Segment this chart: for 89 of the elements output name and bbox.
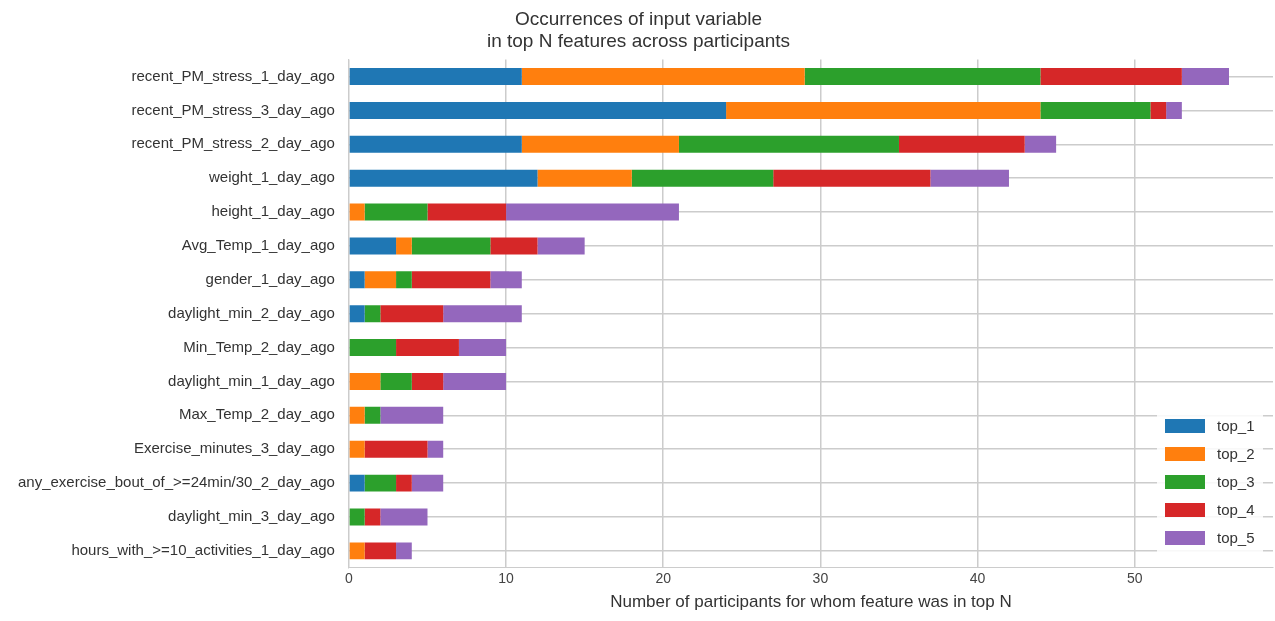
bar [396,339,459,357]
legend-label: top_2 [1217,445,1255,463]
bar [726,101,1041,119]
bar [364,474,397,492]
x-tick-label: 40 [969,570,986,587]
bar [380,372,412,390]
bar [411,474,444,492]
y-tick-label: gender_1_day_ago [205,269,335,287]
x-tick-label: 50 [1126,570,1143,587]
bar [349,508,365,526]
legend-label: top_1 [1217,417,1255,435]
y-tick-label: Exercise_minutes_3_day_ago [133,439,335,457]
x-axis-title: Number of participants for whom feature was in top N [610,592,1012,612]
bar [898,135,1025,153]
legend-label: top_3 [1217,473,1255,491]
bar [411,237,491,255]
x-tick-label: 20 [655,570,672,587]
bar [427,440,444,458]
bar [537,237,585,255]
y-tick-label: any_exercise_bout_of_>=24min/30_2_day_ago [18,473,335,491]
bar [349,203,365,221]
x-tick-label: 10 [498,570,515,587]
bar [349,135,522,153]
y-tick-label: Max_Temp_2_day_ago [178,405,335,423]
y-tick-label: weight_1_day_ago [207,168,335,186]
bar [364,203,428,221]
bar [458,339,507,357]
chart-title: Occurrences of input variable in top N features across participants [486,7,791,52]
bar [506,203,679,221]
bar [1024,135,1057,153]
bar [380,305,444,323]
bar [521,135,679,153]
bar [364,271,397,289]
y-tick-label: recent_PM_stress_1_day_ago [131,66,335,84]
bar [537,169,632,187]
legend-label: top_4 [1217,501,1255,519]
bar [631,169,774,187]
bar [443,305,522,323]
bar [804,68,1041,86]
bar [930,169,1009,187]
bar [396,542,412,560]
bar [1040,68,1182,86]
x-tick-label: 30 [812,570,829,587]
bar [349,474,365,492]
bar [364,508,381,526]
legend-label: top_5 [1217,529,1255,547]
bar [364,406,381,424]
bar [349,101,727,119]
y-tick-label: recent_PM_stress_3_day_ago [131,100,335,118]
bar [490,271,522,289]
y-tick-label: hours_with_>=10_activities_1_day_ago [71,541,335,558]
bar [396,237,412,255]
bar [1166,101,1182,119]
y-tick-label: Avg_Temp_1_day_ago [181,236,335,254]
bar [678,135,899,153]
bar [521,68,805,86]
bar [349,339,397,357]
bar [349,406,365,424]
bar [349,237,397,255]
bar [1040,101,1151,119]
bar [773,169,931,187]
y-tick-label: daylight_min_3_day_ago [168,507,335,525]
bar [349,372,381,390]
bar [427,203,507,221]
bar [349,440,365,458]
bar [364,440,428,458]
bar [396,271,412,289]
bar [349,542,365,560]
bar [364,305,381,323]
bar [396,474,412,492]
bar [411,271,491,289]
bar [349,68,522,86]
bar [349,169,538,187]
bar [443,372,507,390]
bar [1181,68,1229,86]
y-tick-label: height_1_day_ago [211,202,335,220]
bar [411,372,444,390]
bar [490,237,538,255]
y-tick-label: Min_Temp_2_day_ago [183,337,335,355]
y-tick-label: daylight_min_2_day_ago [168,303,335,321]
bar [349,305,365,323]
bar [364,542,397,560]
y-tick-label: recent_PM_stress_2_day_ago [131,134,335,152]
x-tick-label: 0 [345,570,354,587]
y-tick-label: daylight_min_1_day_ago [168,371,335,389]
bar [1150,101,1167,119]
bar [349,271,365,289]
bar [380,406,444,424]
bar [380,508,428,526]
